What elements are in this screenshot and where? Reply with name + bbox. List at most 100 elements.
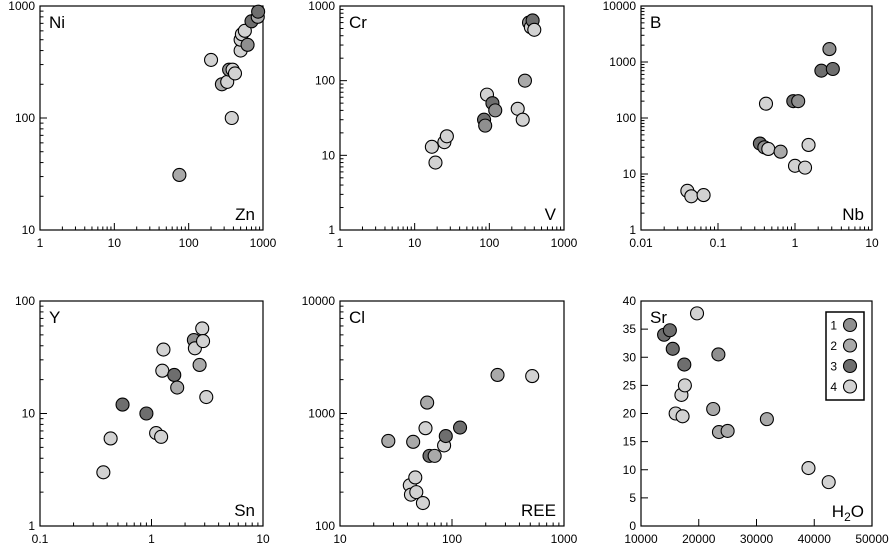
x-element-label: V bbox=[545, 205, 557, 224]
x-tick-label: 10000 bbox=[624, 532, 658, 543]
data-point bbox=[478, 118, 493, 133]
data-point bbox=[527, 22, 542, 37]
y-tick-label: 1000 bbox=[308, 0, 335, 13]
data-point bbox=[689, 306, 705, 321]
plot-frame bbox=[640, 5, 873, 231]
panel-sr-h2o: 10000 20000 30000 40000 50000 0 5 10 15 20 25 30 35 4… bbox=[623, 294, 889, 543]
data-point bbox=[154, 429, 169, 444]
legend-label: 2 bbox=[830, 339, 837, 353]
data-point bbox=[515, 112, 530, 127]
y-tick-label: 100 bbox=[616, 111, 636, 125]
y-tick-label: 10 bbox=[22, 407, 36, 421]
data-point bbox=[415, 495, 430, 511]
x-tick-label: 0.1 bbox=[710, 236, 727, 250]
data-point bbox=[196, 334, 211, 349]
data-point bbox=[428, 155, 443, 170]
data-point bbox=[665, 341, 680, 356]
x-element-label: REE bbox=[521, 501, 556, 520]
data-point bbox=[801, 137, 816, 153]
x-tick-label: 1 bbox=[37, 236, 44, 250]
x-tick-label: 10 bbox=[108, 236, 122, 250]
y-element-label: Sr bbox=[650, 308, 667, 327]
y-element-label: Ni bbox=[49, 13, 65, 32]
data-point bbox=[720, 423, 735, 438]
legend-marker bbox=[842, 317, 858, 333]
data-point bbox=[759, 412, 774, 427]
x-tick-label: 20000 bbox=[682, 532, 716, 543]
y-tick-label: 100 bbox=[315, 74, 335, 88]
data-point bbox=[103, 431, 118, 446]
legend-label: 4 bbox=[830, 380, 837, 394]
x-element-label: H2O bbox=[832, 502, 864, 524]
y-tick-label: 10 bbox=[623, 463, 637, 477]
data-point bbox=[814, 63, 829, 78]
y-tick-label: 20 bbox=[623, 407, 637, 421]
legend-marker bbox=[842, 338, 858, 353]
x-tick-label: 10 bbox=[408, 236, 422, 250]
data-point bbox=[684, 189, 699, 204]
data-point bbox=[381, 433, 396, 449]
data-point bbox=[224, 110, 239, 126]
data-point bbox=[490, 367, 505, 383]
y-tick-label: 10 bbox=[623, 167, 637, 181]
data-point bbox=[711, 347, 726, 362]
x-tick-label: 10 bbox=[256, 532, 270, 543]
y-tick-label: 1 bbox=[28, 519, 35, 533]
y-tick-label: 1000 bbox=[609, 55, 636, 69]
data-point bbox=[525, 369, 540, 384]
data-point bbox=[825, 61, 840, 77]
legend-label: 3 bbox=[830, 360, 837, 374]
data-point bbox=[115, 397, 130, 412]
data-point bbox=[155, 363, 170, 378]
legend: 1 2 3 4 bbox=[825, 311, 865, 401]
data-point bbox=[677, 378, 692, 393]
x-tick-label: 40000 bbox=[798, 532, 832, 543]
data-point bbox=[706, 401, 721, 417]
x-tick-label: 1000 bbox=[551, 236, 578, 250]
y-tick-label: 100 bbox=[315, 519, 335, 533]
x-tick-label: 100 bbox=[442, 532, 462, 543]
x-element-label: Sn bbox=[234, 501, 255, 520]
data-point bbox=[192, 357, 207, 373]
data-point bbox=[801, 461, 816, 476]
data-point bbox=[237, 23, 252, 38]
y-tick-label: 10 bbox=[322, 148, 336, 162]
x-element-label: Nb bbox=[842, 205, 864, 224]
y-tick-label: 40 bbox=[623, 294, 637, 308]
x-tick-label: 50000 bbox=[855, 532, 889, 543]
y-tick-label: 1000 bbox=[8, 0, 35, 13]
data-point bbox=[761, 141, 776, 157]
x-tick-label: 1 bbox=[148, 532, 155, 543]
y-tick-label: 1 bbox=[629, 223, 636, 237]
y-tick-label: 25 bbox=[623, 378, 637, 392]
y-tick-label: 35 bbox=[623, 322, 637, 336]
data-point bbox=[172, 167, 187, 183]
data-point bbox=[791, 94, 806, 109]
data-point bbox=[167, 367, 182, 383]
plot-frame bbox=[339, 5, 565, 231]
data-point bbox=[203, 52, 219, 67]
y-element-label: Cl bbox=[349, 308, 365, 327]
panel-cr-v: 1 10 100 1000 1 10 100 1000 Cr V bbox=[308, 0, 577, 250]
y-tick-label: 100 bbox=[15, 111, 35, 125]
data-point bbox=[696, 188, 711, 203]
data-point bbox=[517, 73, 533, 88]
plot-frame bbox=[339, 300, 565, 527]
legend-marker bbox=[842, 358, 858, 374]
data-point bbox=[96, 465, 111, 480]
data-point bbox=[227, 66, 243, 81]
x-tick-label: 1000 bbox=[551, 532, 578, 543]
y-tick-label: 1000 bbox=[308, 407, 335, 421]
x-tick-label: 1 bbox=[337, 236, 344, 250]
y-tick-label: 100 bbox=[15, 294, 35, 308]
data-point bbox=[251, 4, 266, 19]
data-point bbox=[240, 37, 255, 52]
data-point bbox=[438, 429, 453, 444]
x-tick-label: 100 bbox=[179, 236, 199, 250]
x-tick-label: 0.1 bbox=[32, 532, 49, 543]
x-tick-label: 0.01 bbox=[629, 236, 653, 250]
x-tick-label: 1 bbox=[792, 236, 799, 250]
data-point bbox=[199, 390, 214, 405]
